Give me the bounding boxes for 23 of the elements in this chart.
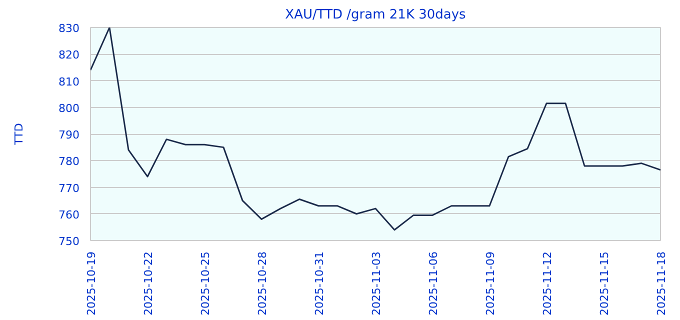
x-tick-label: 2025-10-19 (85, 251, 98, 316)
y-tick-label: 800 (58, 102, 80, 115)
x-tick-label: 2025-11-09 (484, 251, 497, 316)
x-tick-label: 2025-11-12 (541, 251, 554, 316)
y-tick-label: 750 (58, 235, 80, 248)
x-tick-label: 2025-10-22 (142, 251, 155, 316)
x-tick-label: 2025-11-18 (655, 251, 668, 316)
y-tick-label: 810 (58, 75, 80, 88)
y-tick-label: 760 (58, 208, 80, 222)
y-tick-label: 820 (58, 48, 80, 62)
chart-title: XAU/TTD /gram 21K 30days (285, 8, 466, 22)
x-tick-label: 2025-10-28 (256, 251, 269, 316)
line-series (90, 28, 660, 231)
x-tick-label: 2025-11-15 (598, 251, 611, 316)
y-tick-label: 790 (58, 128, 80, 142)
x-tick-label: 2025-11-03 (370, 251, 383, 316)
x-tick-label: 2025-10-31 (313, 251, 326, 316)
y-tick-label: 780 (58, 155, 80, 168)
x-tick-label: 2025-11-06 (427, 251, 440, 316)
y-tick-label: 770 (58, 182, 80, 195)
x-tick-label: 2025-10-25 (199, 251, 212, 316)
y-axis-title: TTD (12, 123, 26, 146)
y-tick-label: 830 (58, 22, 80, 35)
